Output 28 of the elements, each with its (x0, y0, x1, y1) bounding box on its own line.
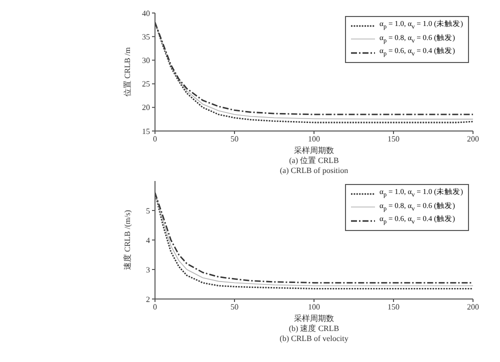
y-tick-label: 40 (142, 8, 150, 18)
x-axis-title: 采样周期数 (293, 146, 335, 156)
y-axis-title: 位置 CRLB /m (122, 46, 132, 97)
x-tick-label: 150 (388, 134, 400, 144)
y-tick-label: 4 (146, 236, 150, 245)
x-axis-title: 采样周期数 (293, 314, 335, 324)
x-tick-label: 150 (388, 302, 400, 312)
x-tick-label: 200 (467, 302, 479, 312)
text: (a) 位置 CRLB (288, 156, 340, 166)
text: (b) 速度 CRLB (288, 324, 340, 334)
y-tick-label: 35 (142, 32, 150, 42)
x-tick-label: 100 (308, 134, 320, 144)
y-tick-label: 15 (142, 126, 150, 136)
y-tick-label: 5 (146, 206, 150, 216)
y-tick-label: 30 (142, 56, 150, 66)
y-tick-label: 3 (146, 265, 150, 274)
x-tick-label: 0 (153, 134, 157, 144)
y-tick-label: 2 (146, 294, 150, 304)
y-tick-label: 20 (142, 103, 150, 112)
x-tick-label: 50 (230, 302, 238, 312)
x-tick-label: 0 (153, 302, 157, 312)
x-tick-label: 50 (230, 134, 238, 144)
text: (a) CRLB of position (278, 166, 350, 176)
x-tick-label: 100 (308, 302, 320, 312)
y-axis-title: 速度 CRLB /(m/s) (122, 210, 132, 270)
x-tick-label: 200 (467, 134, 479, 144)
y-tick-label: 25 (142, 80, 150, 89)
text: (b) CRLB of velocity (278, 334, 350, 344)
